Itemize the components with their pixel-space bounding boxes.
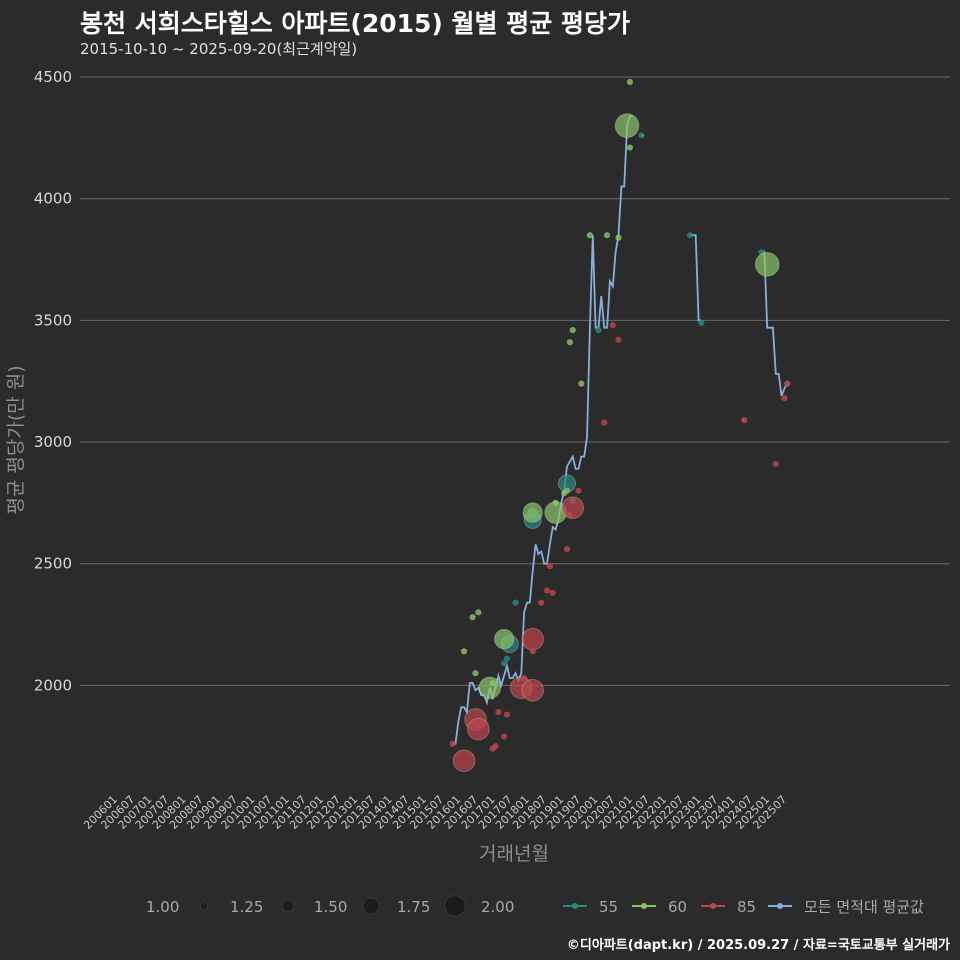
color-legend-label: 60 bbox=[668, 898, 687, 916]
point-s85 bbox=[784, 380, 791, 387]
point-s60 bbox=[603, 232, 611, 239]
point-s60 bbox=[566, 339, 573, 346]
color-legend-label: 55 bbox=[599, 898, 618, 916]
point-s60 bbox=[469, 614, 476, 621]
point-s85 bbox=[543, 587, 551, 594]
point-s85 bbox=[772, 460, 779, 468]
point-s85 bbox=[741, 417, 748, 424]
size-legend-label: 1.00 bbox=[146, 898, 179, 916]
point-s85 bbox=[546, 563, 553, 570]
point-s85 bbox=[615, 336, 622, 343]
x-axis-title: 거래년월 bbox=[479, 843, 549, 865]
point-s55 bbox=[503, 655, 511, 662]
size-legend-label: 2.00 bbox=[481, 898, 514, 916]
size-legend-key bbox=[117, 903, 123, 909]
point-s60 bbox=[489, 679, 496, 687]
y-tick-label: 3000 bbox=[34, 433, 72, 451]
point-s85 bbox=[538, 599, 545, 606]
point-s60 bbox=[614, 113, 640, 139]
point-s55 bbox=[595, 327, 602, 334]
y-tick-label: 2000 bbox=[34, 676, 72, 694]
point-s60 bbox=[615, 234, 622, 241]
point-s60 bbox=[460, 648, 468, 655]
average-line-segment bbox=[452, 115, 633, 745]
point-s60 bbox=[493, 628, 515, 650]
y-axis-title: 평균 평당가(만 원) bbox=[5, 365, 27, 514]
size-legend-key bbox=[199, 901, 209, 911]
point-s60 bbox=[472, 670, 479, 677]
point-s55 bbox=[698, 319, 705, 326]
y-tick-label: 4500 bbox=[34, 68, 72, 86]
point-s85 bbox=[529, 648, 536, 655]
point-s60 bbox=[754, 252, 780, 277]
size-legend-key bbox=[362, 897, 380, 915]
point-s55 bbox=[638, 132, 645, 139]
chart-subtitle: 2015-10-10 ~ 2025-09-20(최근계약일) bbox=[80, 40, 358, 58]
point-s85 bbox=[495, 709, 502, 716]
point-s60 bbox=[586, 232, 594, 239]
source-credit: ©디아파트(dapt.kr) / 2025.09.27 / 자료=국토교통부 실… bbox=[566, 938, 950, 953]
color-legend-dot bbox=[641, 903, 647, 909]
point-s85 bbox=[521, 674, 528, 682]
size-legend-label: 1.75 bbox=[397, 898, 430, 916]
chart-title: 봉천 서희스타힐스 아파트(2015) 월별 평균 평당가 bbox=[80, 9, 630, 38]
size-legend-label: 1.50 bbox=[314, 898, 347, 916]
point-s85 bbox=[503, 711, 511, 718]
point-s85 bbox=[492, 743, 499, 750]
point-s60 bbox=[569, 327, 576, 334]
y-tick-label: 3500 bbox=[34, 311, 72, 329]
point-s85 bbox=[501, 733, 508, 740]
x-axis-ticks: 2006012006072007012007072008012008072009… bbox=[81, 793, 789, 832]
color-legend-dot bbox=[710, 903, 716, 909]
point-s60 bbox=[522, 502, 543, 523]
point-s85 bbox=[467, 717, 490, 741]
average-line-segment bbox=[760, 250, 788, 397]
grid-lines bbox=[80, 76, 950, 686]
point-s60 bbox=[626, 144, 634, 151]
point-s60 bbox=[563, 487, 571, 494]
point-s55 bbox=[686, 232, 694, 239]
point-s85 bbox=[521, 627, 545, 651]
point-s60 bbox=[626, 78, 634, 85]
point-s60 bbox=[478, 676, 502, 700]
point-s85 bbox=[781, 395, 788, 402]
point-s85 bbox=[549, 589, 556, 597]
color-legend-dot bbox=[777, 903, 783, 909]
point-s85 bbox=[563, 546, 571, 553]
size-legend-key bbox=[444, 895, 466, 917]
legend: 1.00 1.25 1.50 1.75 2.00 55 60 85 모든 면적대 평균값 bbox=[117, 895, 924, 917]
point-s60 bbox=[475, 609, 482, 616]
average-line-segment bbox=[690, 234, 702, 322]
point-s85 bbox=[609, 322, 616, 329]
y-axis-ticks: 2000 2500 3000 3500 4000 4500 bbox=[34, 68, 72, 694]
point-s85 bbox=[449, 740, 456, 747]
size-legend-key bbox=[281, 899, 295, 913]
point-s85 bbox=[575, 487, 582, 494]
size-legend-label: 1.25 bbox=[230, 898, 263, 916]
y-tick-label: 4000 bbox=[34, 190, 72, 208]
color-legend-dot bbox=[572, 903, 578, 909]
color-legend-label: 모든 면적대 평균값 bbox=[804, 898, 924, 916]
point-s85 bbox=[561, 496, 585, 520]
point-s60 bbox=[578, 380, 585, 387]
color-legend-label: 85 bbox=[737, 898, 756, 916]
point-s85 bbox=[521, 678, 545, 702]
point-s55 bbox=[512, 599, 519, 606]
scatter-points-layer bbox=[449, 78, 791, 773]
y-tick-label: 2500 bbox=[34, 555, 72, 573]
point-s55 bbox=[501, 660, 508, 667]
point-s85 bbox=[452, 749, 476, 773]
point-s85 bbox=[601, 419, 608, 426]
